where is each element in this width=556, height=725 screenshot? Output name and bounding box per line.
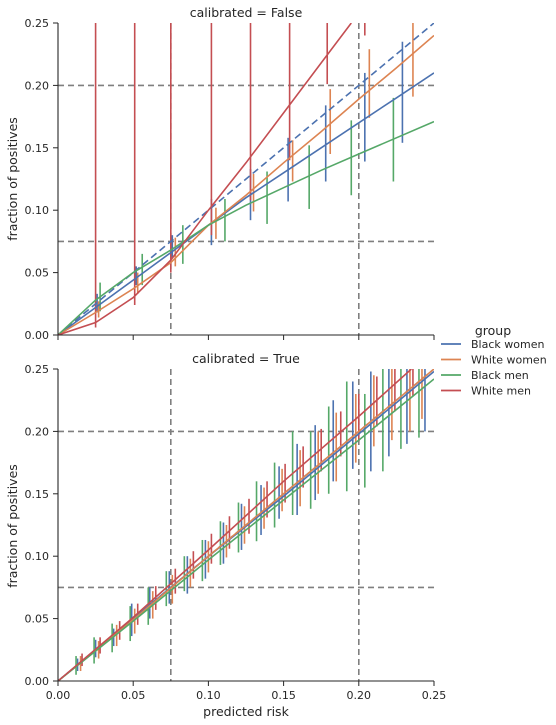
y-tick-label: 0.05 bbox=[25, 613, 50, 626]
y-tick-label: 0.05 bbox=[25, 267, 50, 280]
y-tick-label: 0.15 bbox=[25, 142, 50, 155]
y-tick-label: 0.15 bbox=[25, 488, 50, 501]
x-tick-label: 0.15 bbox=[271, 689, 296, 702]
x-tick-label: 0.10 bbox=[196, 689, 221, 702]
panel-title: calibrated = False bbox=[190, 5, 303, 20]
series-line-black-men bbox=[58, 120, 434, 335]
y-tick-label: 0.20 bbox=[25, 79, 50, 92]
x-tick-label: 0.25 bbox=[422, 689, 447, 702]
legend-title: group bbox=[475, 323, 511, 338]
y-tick-label: 0.00 bbox=[25, 675, 50, 688]
x-tick-label: 0.05 bbox=[121, 689, 146, 702]
x-tick-label: 0.20 bbox=[347, 689, 372, 702]
series-line-white-men bbox=[58, 23, 352, 335]
panel-title: calibrated = True bbox=[192, 351, 300, 366]
y-tick-label: 0.10 bbox=[25, 550, 50, 563]
y-axis-label-top: fraction of positives bbox=[5, 117, 20, 241]
y-tick-label: 0.10 bbox=[25, 204, 50, 217]
series-line-black-men bbox=[58, 378, 434, 681]
legend-label-white-women: White women bbox=[471, 354, 547, 367]
y-axis-label-bottom: fraction of positives bbox=[5, 464, 20, 588]
series-line-white-women bbox=[58, 34, 434, 335]
y-tick-label: 0.20 bbox=[25, 425, 50, 438]
y-tick-label: 0.25 bbox=[25, 17, 50, 30]
legend-label-black-men: Black men bbox=[471, 369, 529, 382]
x-tick-label: 0.00 bbox=[46, 689, 71, 702]
x-axis-label: predicted risk bbox=[203, 704, 289, 719]
legend-label-black-women: Black women bbox=[471, 338, 544, 351]
series-line-black-women bbox=[58, 72, 434, 335]
legend-label-white-men: White men bbox=[471, 385, 531, 398]
diagonal-reference-line bbox=[58, 23, 434, 335]
y-tick-label: 0.25 bbox=[25, 363, 50, 376]
series-line-white-women bbox=[58, 369, 434, 681]
panel-calibrated-true: calibrated = True 0.00 0.05 0.10 0.15 0.20 0.2… bbox=[25, 351, 447, 702]
y-tick-label: 0.00 bbox=[25, 329, 50, 342]
series-line-white-men bbox=[58, 369, 412, 681]
panel-calibrated-false: calibrated = False 0.00 0.05 0.10 0.15 0.20 0.… bbox=[25, 5, 435, 342]
legend: group Black women White women Black men Whi… bbox=[441, 323, 547, 398]
